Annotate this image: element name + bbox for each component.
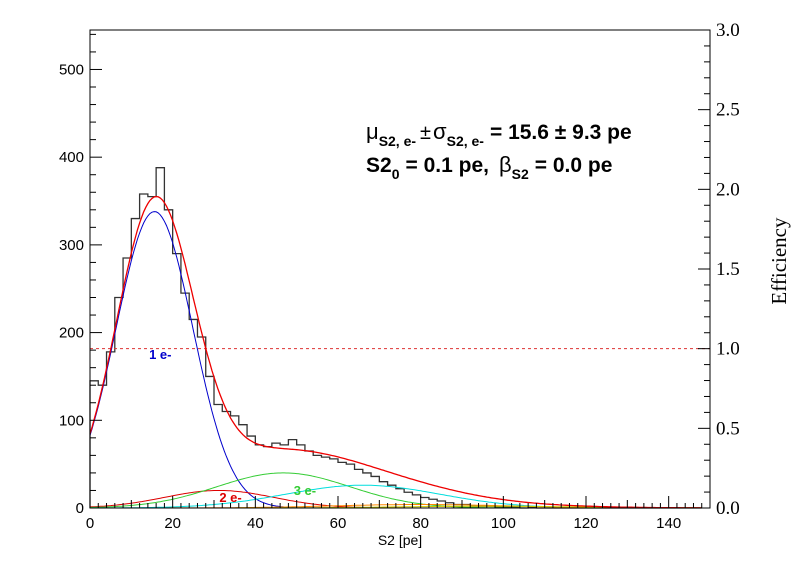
x-tick-label: 140	[656, 515, 681, 532]
total-fit-curve	[89, 195, 702, 509]
y2-tick-label: 3.0	[716, 20, 740, 41]
text-layer: S2 [pe] Efficiency μS2, e- ±σS2, e- = 15.6…	[59, 20, 791, 548]
component-curve-1	[89, 211, 702, 509]
y-tick-label: 400	[59, 149, 84, 166]
x-tick-label: 100	[491, 515, 516, 532]
annotation-s2: S2	[366, 154, 392, 177]
annotation-s2-value: = 0.1 pe,	[405, 154, 488, 177]
axes-layer	[89, 29, 711, 509]
plot-frame	[89, 29, 711, 509]
x-tick-label: 120	[573, 515, 598, 532]
y2-tick-label: 2.5	[716, 100, 740, 121]
annotation-sub-sigma: S2, e-	[447, 133, 485, 149]
y-tick-label: 0	[76, 500, 84, 517]
annotation-beta: β	[499, 152, 512, 177]
component-curve-3	[89, 472, 702, 509]
right-axis-title: Efficiency	[767, 217, 791, 305]
x-tick-label: 0	[86, 515, 94, 532]
y2-tick-label: 1.0	[716, 339, 740, 360]
y2-tick-label: 0.0	[716, 498, 740, 519]
y-tick-label: 100	[59, 412, 84, 429]
y-tick-label: 500	[59, 61, 84, 78]
annotation-pm: ±	[420, 122, 431, 144]
curve-label-2: 2 e-	[219, 490, 241, 505]
x-axis-title: S2 [pe]	[378, 532, 422, 548]
curve-label-1: 1 e-	[149, 347, 171, 362]
y-tick-label: 200	[59, 325, 84, 342]
annotation-sub-0: 0	[392, 166, 400, 182]
x-tick-label: 20	[164, 515, 181, 532]
x-tick-label: 40	[247, 515, 264, 532]
histogram	[89, 167, 702, 509]
y2-tick-label: 1.5	[716, 259, 740, 280]
annotation-beta-value: = 0.0 pe	[535, 154, 613, 177]
annotation-mean-sigma-value: = 15.6 ± 9.3 pe	[490, 121, 632, 144]
x-tick-label: 60	[330, 515, 347, 532]
x-tick-label: 80	[412, 515, 429, 532]
y2-tick-label: 2.0	[716, 179, 740, 200]
annotation-mu: μ	[366, 119, 379, 144]
y2-tick-label: 0.5	[716, 418, 740, 439]
fit-curves-layer	[89, 195, 710, 509]
axis-ticks	[89, 29, 711, 509]
annotation-line-2: S20 = 0.1 pe, βS2 = 0.0 pe	[366, 152, 612, 182]
annotation-line-1: μS2, e- ±σS2, e- = 15.6 ± 9.3 pe	[366, 119, 632, 149]
annotation-sub-mu: S2, e-	[379, 133, 417, 149]
y-tick-label: 300	[59, 237, 84, 254]
annotation-sub-s2: S2	[512, 166, 529, 182]
curve-label-3: 3 e-	[294, 483, 316, 498]
annotation-sigma: σ	[433, 119, 447, 144]
histogram-layer	[89, 167, 702, 509]
